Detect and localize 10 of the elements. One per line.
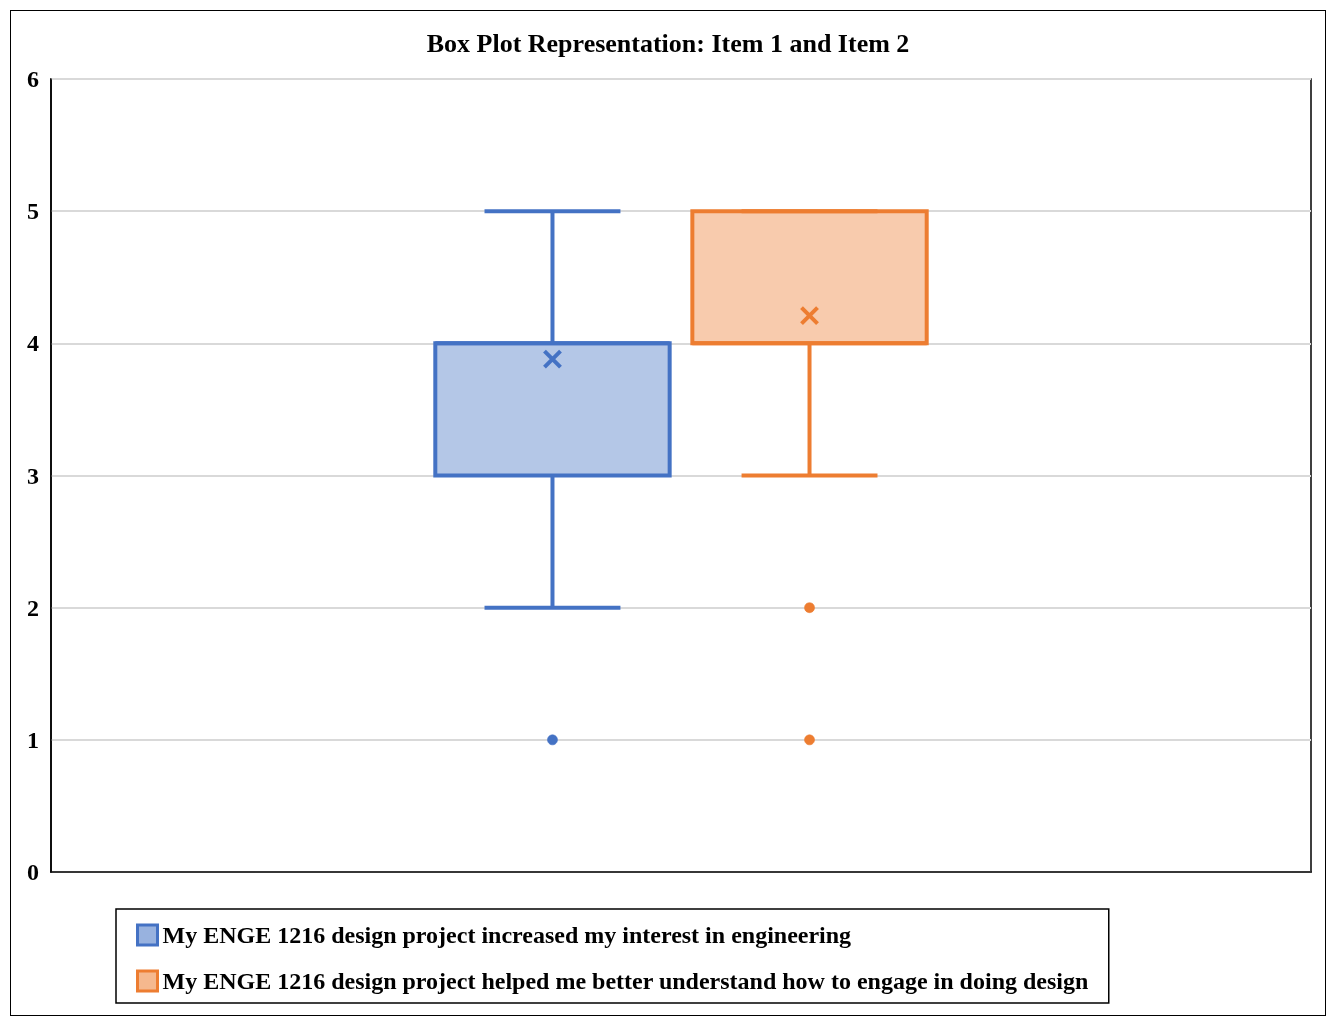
- y-tick-label: 2: [27, 594, 39, 621]
- y-tick-label: 1: [27, 726, 39, 753]
- y-tick-label: 4: [27, 330, 39, 357]
- y-tick-label: 5: [27, 198, 39, 225]
- legend-label: My ENGE 1216 design project increased my interest in engineering: [162, 922, 852, 948]
- y-tick-label: 0: [27, 859, 39, 885]
- y-tick-label: 6: [27, 66, 39, 92]
- legend-label: My ENGE 1216 design project helped me better understand how to engage in doing design: [162, 968, 1089, 994]
- chart-title: Box Plot Representation: Item 1 and Item 2: [426, 28, 910, 58]
- y-tick-label: 3: [27, 462, 39, 489]
